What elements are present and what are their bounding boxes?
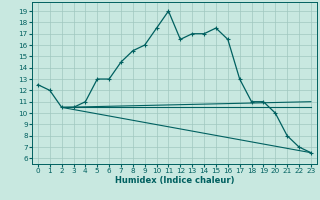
X-axis label: Humidex (Indice chaleur): Humidex (Indice chaleur) (115, 176, 234, 185)
